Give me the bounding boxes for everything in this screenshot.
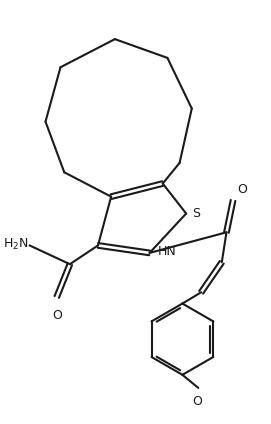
Text: O: O	[237, 183, 247, 196]
Text: S: S	[192, 207, 200, 220]
Text: O: O	[52, 309, 62, 322]
Text: O: O	[192, 396, 202, 408]
Text: HN: HN	[158, 245, 177, 259]
Text: H$_2$N: H$_2$N	[3, 237, 29, 252]
